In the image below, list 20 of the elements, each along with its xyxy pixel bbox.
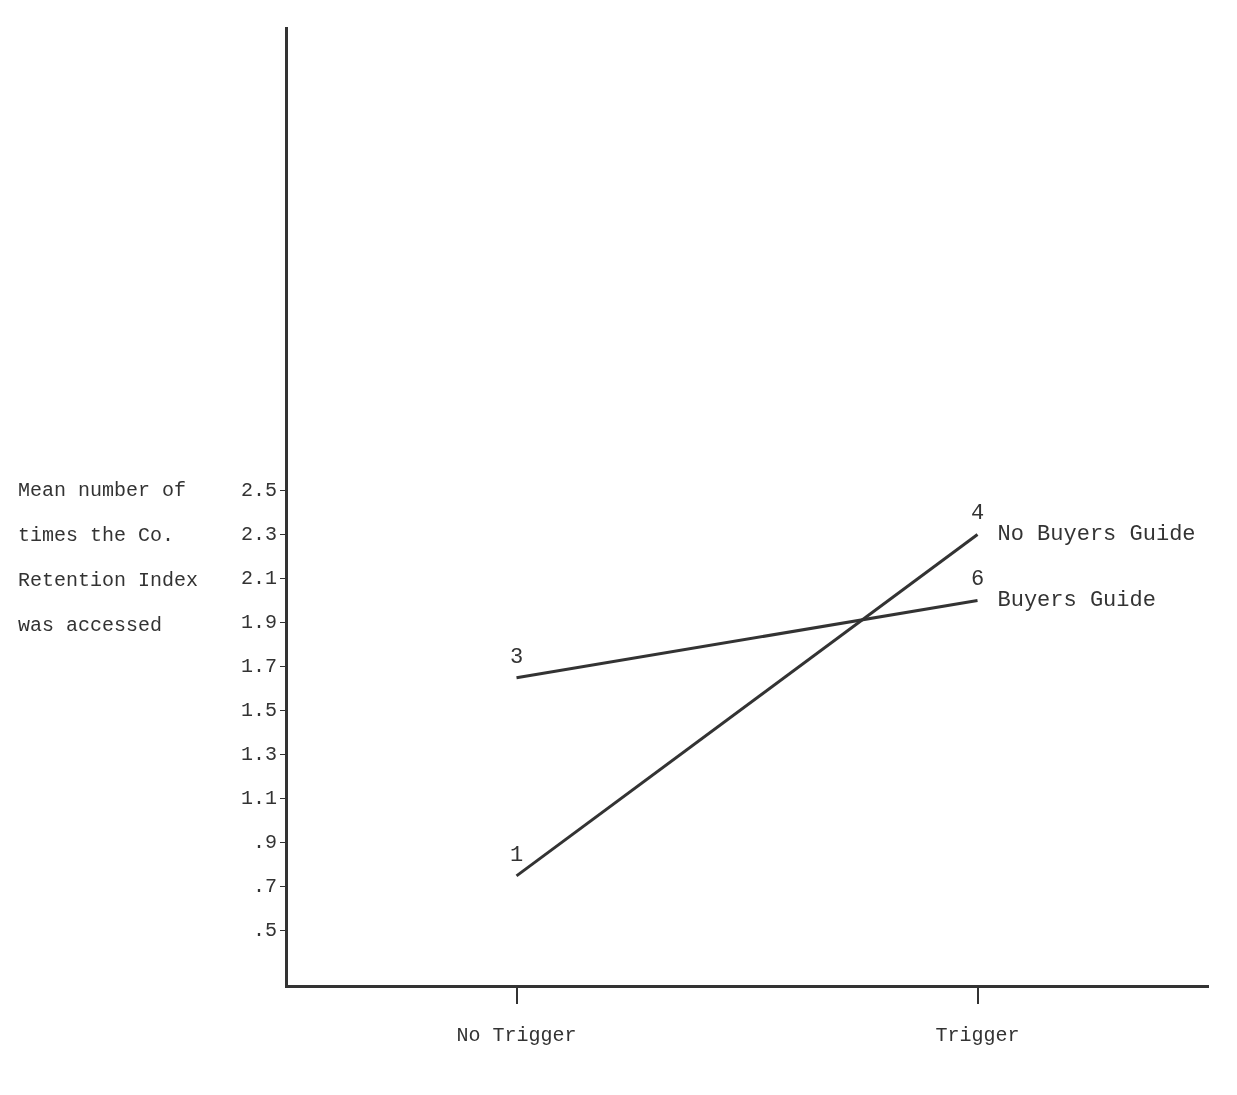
- y-tick-label: 1.1: [240, 787, 278, 811]
- x-tick-label: Trigger: [935, 1024, 1020, 1048]
- y-tick-label: 2.1: [240, 566, 278, 590]
- series-label: No Buyers Guide: [997, 522, 1196, 548]
- y-tick-label: 2.3: [240, 522, 278, 546]
- y-tick-label: .9: [252, 831, 278, 855]
- annotation: 4: [970, 501, 985, 527]
- y-tick-label: 1.3: [240, 743, 278, 767]
- y-tick-label: 2.5: [240, 478, 278, 502]
- series-label: Buyers Guide: [997, 588, 1156, 614]
- annotation: 6: [970, 567, 985, 593]
- y-tick-label: .7: [252, 875, 278, 899]
- y-tick-label: 1.9: [240, 610, 278, 634]
- y-tick-label: .5: [252, 919, 278, 943]
- annotation: 1: [509, 842, 524, 868]
- x-tick-label: No Trigger: [456, 1024, 577, 1048]
- y-tick-label: 1.5: [240, 699, 278, 723]
- y-tick-label: 1.7: [240, 654, 278, 678]
- annotation: 3: [509, 644, 524, 670]
- y-axis-title: Mean number of times the Co. Retention Index was accessed: [18, 478, 200, 639]
